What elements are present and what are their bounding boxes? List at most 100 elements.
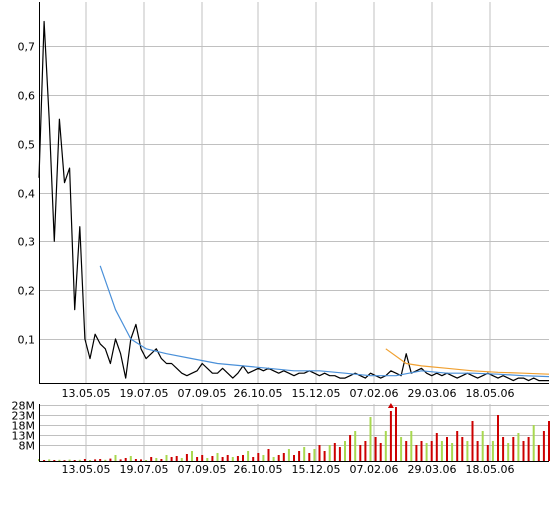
price-y-axis-labels: 0,1 0,2 0,3 0,4 0,5 0,6 0,7 xyxy=(18,41,36,347)
price-y-tick-label: 0,1 xyxy=(18,334,36,347)
volume-bar xyxy=(522,441,525,461)
volume-bar xyxy=(43,460,46,461)
volume-bar xyxy=(145,460,148,461)
volume-bar xyxy=(114,455,117,461)
volume-bar xyxy=(537,445,540,461)
volume-bar xyxy=(476,441,479,461)
volume-bar xyxy=(53,460,56,461)
volume-bar xyxy=(461,437,464,461)
volume-bar xyxy=(410,431,413,461)
volume-y-tick-label: 8M xyxy=(19,440,36,453)
price-y-tick-label: 0,4 xyxy=(18,188,36,201)
volume-x-tick-label: 07.02.06 xyxy=(350,463,399,476)
volume-bar xyxy=(129,456,132,461)
volume-bar xyxy=(201,455,204,461)
volume-bar xyxy=(451,443,454,461)
volume-bar xyxy=(532,425,535,461)
volume-bar xyxy=(287,449,290,461)
volume-bar xyxy=(63,460,66,461)
price-grid xyxy=(39,2,549,383)
volume-bar xyxy=(242,455,244,461)
volume-bar xyxy=(231,457,234,461)
volume-bar xyxy=(333,443,336,461)
volume-bar xyxy=(226,455,229,461)
volume-bar xyxy=(486,445,489,461)
volume-bar xyxy=(185,454,188,461)
volume-bar xyxy=(354,431,357,461)
volume-bar xyxy=(405,441,408,461)
volume-bar xyxy=(150,457,153,461)
volume-bar xyxy=(252,457,255,461)
volume-bar xyxy=(542,431,545,461)
volume-bar xyxy=(58,459,61,461)
volume-bar xyxy=(374,437,377,461)
volume-bar xyxy=(160,459,163,461)
volume-bar xyxy=(170,457,173,461)
volume-bar xyxy=(344,441,346,461)
volume-bar xyxy=(119,459,122,461)
volume-bar xyxy=(430,441,433,461)
volume-bar xyxy=(456,431,459,461)
volume-bar xyxy=(124,458,127,461)
volume-bar xyxy=(140,459,142,461)
price-x-tick-label: 19.07.05 xyxy=(120,387,169,400)
volume-bar xyxy=(298,451,301,461)
volume-bar xyxy=(73,460,76,461)
volume-bar xyxy=(440,441,443,461)
volume-x-tick-label: 18.05.06 xyxy=(466,463,515,476)
volume-bar xyxy=(481,431,484,461)
volume-bar xyxy=(548,421,550,461)
volume-x-tick-label: 29.03.06 xyxy=(408,463,457,476)
volume-axes xyxy=(39,404,549,462)
volume-bar xyxy=(155,458,158,461)
price-y-tick-label: 0,6 xyxy=(18,90,36,103)
volume-bar xyxy=(323,451,326,461)
volume-x-tick-label: 26.10.05 xyxy=(234,463,283,476)
volume-x-tick-label: 13.05.05 xyxy=(62,463,111,476)
price-y-tick-label: 0,7 xyxy=(18,41,36,54)
price-y-tick-label: 0,3 xyxy=(18,236,36,249)
price-x-tick-label: 26.10.05 xyxy=(234,387,283,400)
volume-bar xyxy=(512,437,515,461)
volume-bar xyxy=(257,453,260,461)
price-x-tick-label: 13.05.05 xyxy=(62,387,111,400)
volume-bar xyxy=(104,459,107,461)
volume-bar xyxy=(389,411,392,461)
volume-bar xyxy=(313,449,316,461)
volume-bar xyxy=(175,456,178,461)
volume-bar xyxy=(94,459,97,461)
volume-bar xyxy=(216,453,219,461)
price-x-tick-label: 07.02.06 xyxy=(350,387,399,400)
volume-y-tick-label: 23M xyxy=(12,410,36,423)
volume-bar xyxy=(211,456,214,461)
volume-x-axis-labels: 13.05.05 19.07.05 07.09.05 26.10.05 15.12.05… xyxy=(62,463,515,476)
volume-bar xyxy=(221,457,224,461)
volume-bar xyxy=(384,431,387,461)
series-line-price xyxy=(38,20,549,382)
volume-bar xyxy=(497,415,499,461)
price-x-axis-labels: 13.05.05 19.07.05 07.09.05 26.10.05 15.12.05… xyxy=(62,387,515,400)
price-panel: 0,1 0,2 0,3 0,4 0,5 0,6 0,7 13.05.05 19.07.05 07… xyxy=(18,2,550,400)
volume-bar xyxy=(308,453,311,461)
volume-y-tick-label: 28M xyxy=(12,400,36,413)
volume-bar xyxy=(236,456,239,461)
volume-bar xyxy=(369,417,372,461)
volume-x-tick-label: 19.07.05 xyxy=(120,463,169,476)
volume-bar xyxy=(165,455,168,461)
volume-bar xyxy=(491,441,494,461)
volume-bar xyxy=(318,445,321,461)
series-line-ma_short xyxy=(385,348,550,375)
volume-bar xyxy=(517,433,520,461)
price-y-tick-label: 0,5 xyxy=(18,139,36,152)
volume-bar xyxy=(99,459,102,461)
volume-bar xyxy=(48,459,51,461)
volume-bar xyxy=(78,459,81,461)
volume-bar xyxy=(277,455,280,461)
volume-bar xyxy=(267,449,270,461)
price-x-tick-label: 29.03.06 xyxy=(408,387,457,400)
price-axes xyxy=(39,2,549,384)
volume-bar xyxy=(471,421,474,461)
